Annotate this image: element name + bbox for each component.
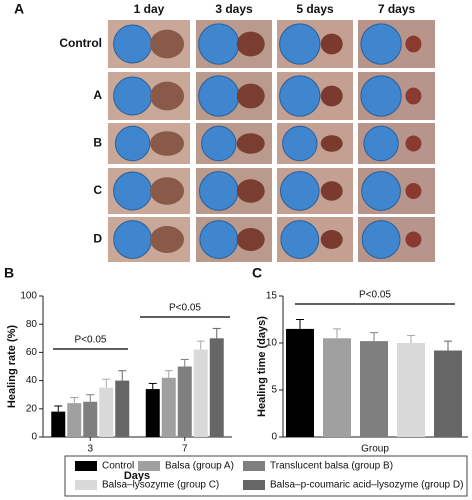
y-axis-label: Healing time (days) xyxy=(256,316,268,417)
bar xyxy=(323,338,351,437)
legend-swatch xyxy=(243,461,265,471)
y-tick-label: 5 xyxy=(271,385,277,396)
legend-label: Balsa–p-coumaric acid–lysozyme (group D) xyxy=(270,480,463,491)
disc xyxy=(198,171,239,211)
row-label: A xyxy=(93,88,102,102)
x-tick-label: 7 xyxy=(182,444,188,455)
y-tick-label: 0 xyxy=(31,432,37,443)
disc xyxy=(113,24,153,64)
wound xyxy=(236,228,265,251)
bar xyxy=(360,341,388,437)
wound xyxy=(150,177,185,205)
column-header: 3 days xyxy=(215,2,253,16)
legend-swatch xyxy=(243,480,265,490)
disc xyxy=(279,171,320,211)
disc xyxy=(280,220,320,259)
bar xyxy=(99,387,114,437)
bar xyxy=(397,343,425,437)
x-axis-label: Group xyxy=(361,444,389,455)
bar xyxy=(161,377,176,437)
panel-label: B xyxy=(4,265,14,281)
disc xyxy=(361,220,401,259)
bar xyxy=(209,338,224,437)
disc xyxy=(360,75,402,117)
wound xyxy=(405,35,422,53)
wound xyxy=(320,135,343,152)
wound xyxy=(150,29,185,59)
disc xyxy=(360,23,402,65)
legend-swatch xyxy=(138,461,160,471)
row-label: C xyxy=(93,183,102,197)
y-tick-label: 60 xyxy=(26,347,38,358)
legend-box xyxy=(64,455,468,497)
disc xyxy=(282,125,318,162)
row-label: D xyxy=(93,232,102,246)
wound xyxy=(236,83,265,109)
wound xyxy=(405,231,422,248)
bar xyxy=(83,401,98,437)
disc xyxy=(113,76,153,116)
wound xyxy=(405,87,422,105)
legend-swatch xyxy=(75,461,97,471)
wound xyxy=(236,133,265,154)
wound xyxy=(150,226,185,253)
bar xyxy=(193,349,208,437)
disc xyxy=(113,171,153,211)
legend-label: Control xyxy=(102,461,134,472)
panel-label: C xyxy=(252,265,262,281)
x-tick-label: 3 xyxy=(87,444,93,455)
y-tick-label: 10 xyxy=(266,338,278,349)
disc xyxy=(279,75,321,117)
bar xyxy=(286,328,314,437)
wound xyxy=(236,179,265,203)
legend-label: Balsa–lysozyme (group C) xyxy=(102,480,219,491)
wound xyxy=(405,135,422,152)
wound xyxy=(320,33,343,55)
wound xyxy=(320,181,343,201)
disc xyxy=(279,23,321,65)
legend-label: Translucent balsa (group B) xyxy=(270,461,393,472)
y-tick-label: 15 xyxy=(266,291,278,302)
disc xyxy=(201,125,237,162)
column-header: 1 day xyxy=(134,2,165,16)
bar xyxy=(51,411,66,437)
y-tick-label: 40 xyxy=(26,375,38,386)
wound xyxy=(320,230,343,249)
legend-swatch xyxy=(75,480,97,490)
y-tick-label: 0 xyxy=(271,432,277,443)
bar xyxy=(177,366,192,437)
disc xyxy=(198,75,240,117)
bar xyxy=(434,350,462,437)
row-label: Control xyxy=(59,36,102,50)
disc xyxy=(363,125,399,162)
disc xyxy=(114,125,151,162)
wound xyxy=(236,31,265,57)
legend-label: Balsa (group A) xyxy=(165,461,234,472)
x-axis-label: Days xyxy=(124,470,150,482)
disc xyxy=(198,23,240,65)
y-tick-label: 80 xyxy=(26,319,38,330)
significance-label: P<0.05 xyxy=(359,290,391,301)
wound xyxy=(405,183,422,199)
y-tick-label: 20 xyxy=(26,403,38,414)
bar xyxy=(115,380,130,437)
column-header: 5 days xyxy=(296,2,334,16)
y-tick-label: 100 xyxy=(20,291,37,302)
disc xyxy=(199,220,239,259)
disc xyxy=(113,220,153,259)
row-label: B xyxy=(93,136,102,150)
photo-grid xyxy=(108,20,435,262)
wound xyxy=(150,131,185,156)
bar xyxy=(67,403,82,437)
wound xyxy=(320,85,343,107)
panel-label: A xyxy=(14,1,24,17)
significance-label: P<0.05 xyxy=(75,335,107,346)
column-header: 7 days xyxy=(378,2,416,16)
bar xyxy=(145,389,160,437)
y-axis-label: Healing rate (%) xyxy=(6,325,18,408)
disc xyxy=(361,171,401,211)
wound xyxy=(150,81,185,111)
significance-label: P<0.05 xyxy=(169,303,201,314)
